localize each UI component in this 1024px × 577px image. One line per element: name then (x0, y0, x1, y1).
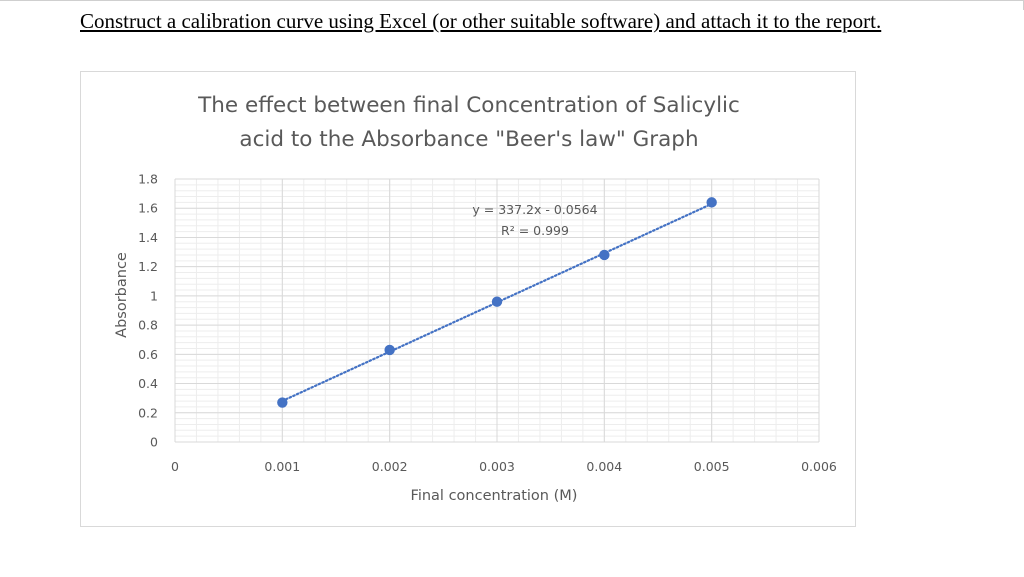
y-tick-label: 1 (150, 288, 158, 303)
x-tick-label: 0.005 (694, 459, 730, 474)
page-top-rule (0, 0, 1024, 1)
data-point (277, 397, 288, 408)
grid (174, 178, 820, 443)
y-tick-label: 0 (150, 435, 158, 450)
y-tick-label: 0.2 (138, 405, 158, 420)
x-tick-label: 0 (171, 459, 179, 474)
calibration-chart: The effect between final Concentration o… (114, 93, 837, 504)
x-axis-title: Final concentration (M) (411, 488, 578, 504)
x-tick-label: 0.002 (372, 459, 408, 474)
data-point (384, 344, 395, 356)
y-tick-label: 0.8 (138, 318, 158, 333)
chart-title-line-2: acid to the Absorbance "Beer's law" Grap… (239, 127, 698, 152)
instruction-text: Construct a calibration curve using Exce… (80, 9, 882, 33)
chart-frame: The effect between final Concentration o… (80, 71, 856, 527)
x-axis-ticks: 0 0.001 0.002 0.003 0.004 0.005 0.006 (171, 459, 837, 474)
y-axis-ticks: 0 0.2 0.4 0.6 0.8 1 1.2 1.4 1.6 1.8 (138, 172, 158, 450)
y-tick-label: 1.8 (138, 172, 158, 187)
chart-title-line-1: The effect between final Concentration o… (197, 93, 740, 118)
trendline-equation: y = 337.2x - 0.0564 (472, 202, 597, 217)
y-tick-label: 1.6 (138, 201, 158, 216)
x-tick-label: 0.001 (264, 459, 300, 474)
data-point (599, 249, 610, 261)
data-point (706, 197, 717, 208)
trendline-r-squared: R² = 0.999 (501, 223, 569, 238)
y-axis-title: Absorbance (114, 252, 130, 338)
x-tick-label: 0.006 (801, 459, 837, 474)
x-tick-label: 0.003 (479, 459, 515, 474)
y-tick-label: 1.4 (138, 230, 158, 245)
data-point (491, 296, 503, 307)
y-tick-label: 0.6 (138, 347, 158, 362)
x-tick-label: 0.004 (586, 459, 622, 474)
y-tick-label: 1.2 (138, 259, 158, 274)
point-layer (277, 197, 717, 408)
y-tick-label: 0.4 (138, 376, 158, 391)
